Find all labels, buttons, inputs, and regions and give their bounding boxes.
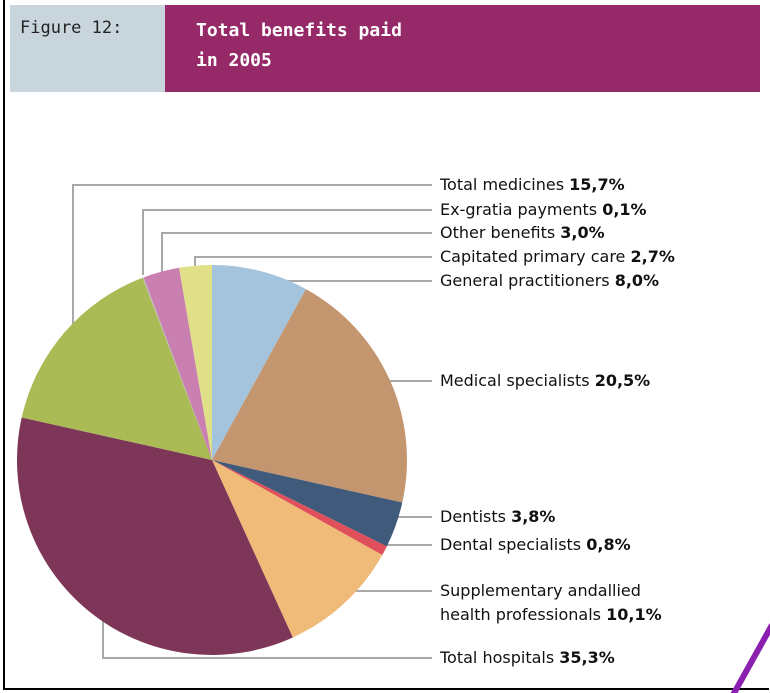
value-label: 0,1% bbox=[602, 200, 647, 219]
leader-line bbox=[161, 232, 432, 275]
category-name: Capitated primary care bbox=[440, 247, 626, 266]
pie-slice bbox=[17, 417, 293, 655]
pie-slice bbox=[21, 277, 213, 460]
category-name: Medical specialists bbox=[440, 371, 590, 390]
category-name: Ex-gratia payments bbox=[440, 200, 598, 219]
slice-label: Capitated primary care 2,7% bbox=[440, 245, 675, 269]
slice-label: General practitioners 8,0% bbox=[440, 269, 659, 293]
value-label: 3,0% bbox=[560, 223, 605, 242]
pie-slice bbox=[143, 267, 212, 460]
value-label: 0,8% bbox=[586, 535, 631, 554]
category-name: Other benefits bbox=[440, 223, 556, 242]
pie-slice bbox=[212, 289, 407, 503]
value-label: 20,5% bbox=[594, 371, 651, 390]
slice-label: Ex-gratia payments 0,1% bbox=[440, 198, 647, 222]
frame bbox=[3, 0, 769, 690]
category-name: Total hospitals bbox=[440, 648, 555, 667]
category-name: Dental specialists bbox=[440, 535, 582, 554]
slice-label: Medical specialists 20,5% bbox=[440, 369, 650, 393]
category-name: Dentists bbox=[440, 507, 506, 526]
header-label-box bbox=[10, 5, 165, 92]
slice-label: Total hospitals 35,3% bbox=[440, 646, 615, 670]
pie-slice bbox=[212, 460, 403, 547]
value-label: 8,0% bbox=[614, 271, 660, 290]
header-title-box bbox=[165, 5, 760, 92]
slice-label: Dentists 3,8% bbox=[440, 505, 555, 529]
value-label: 15,7% bbox=[569, 175, 625, 194]
value-label: 10,1% bbox=[606, 605, 662, 624]
pie bbox=[17, 265, 407, 655]
category-name: Total medicines bbox=[440, 175, 565, 194]
value-label: 2,7% bbox=[630, 247, 675, 266]
pie-slice bbox=[142, 277, 212, 460]
decoration-stroke bbox=[730, 623, 770, 693]
pie-slice bbox=[212, 460, 383, 638]
slice-label: Dental specialists 0,8% bbox=[440, 533, 631, 557]
slice-label: Total medicines 15,7% bbox=[440, 173, 625, 197]
slice-label: Supplementary andallied health professio… bbox=[440, 579, 680, 627]
value-label: 35,3% bbox=[559, 648, 615, 667]
category-name: Supplementary andallied health professio… bbox=[440, 581, 641, 624]
pie-slice bbox=[212, 265, 306, 460]
figure-label: Figure 12: bbox=[20, 18, 123, 38]
pie-slice bbox=[179, 265, 212, 460]
value-label: 3,8% bbox=[511, 507, 556, 526]
category-name: General practitioners bbox=[440, 271, 610, 290]
chart-title: Total benefits paid in 2005 bbox=[196, 20, 402, 71]
leader-line bbox=[72, 184, 432, 327]
pie-slice bbox=[212, 460, 387, 556]
slice-label: Other benefits 3,0% bbox=[440, 221, 605, 245]
leader-line bbox=[142, 209, 432, 275]
